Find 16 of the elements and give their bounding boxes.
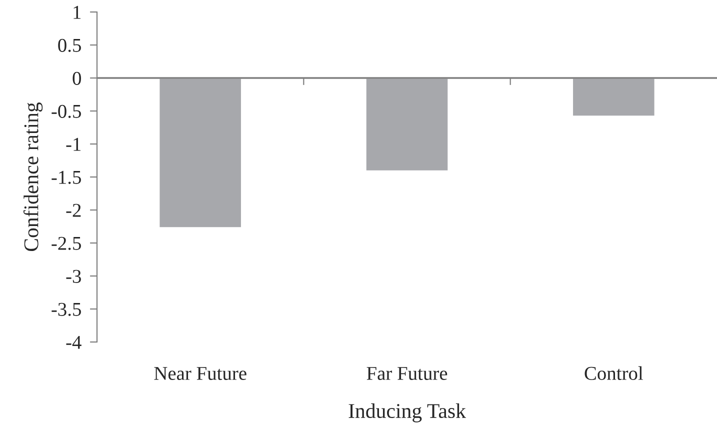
- y-tick-label: -4: [66, 336, 82, 349]
- x-tick-label: Control: [584, 366, 643, 380]
- y-tick-label: -1.5: [52, 170, 81, 184]
- y-tick-label: 1: [74, 6, 81, 19]
- y-axis-title: Confidence rating: [23, 102, 43, 252]
- y-tick-label: -2.5: [52, 236, 81, 250]
- y-tick-label: 0: [72, 72, 81, 85]
- y-tick-label: -3: [66, 270, 81, 283]
- y-tick-label: -3.5: [52, 302, 81, 316]
- y-tick-label: -2: [66, 204, 81, 217]
- x-tick-label: Near Future: [154, 367, 246, 380]
- y-tick-label: -1: [66, 138, 81, 151]
- x-axis-title: Inducing Task: [348, 403, 466, 422]
- y-tick-label: -0.5: [52, 104, 81, 118]
- y-tick-label: 0.5: [58, 38, 81, 52]
- x-tick-label: Far Future: [366, 367, 448, 380]
